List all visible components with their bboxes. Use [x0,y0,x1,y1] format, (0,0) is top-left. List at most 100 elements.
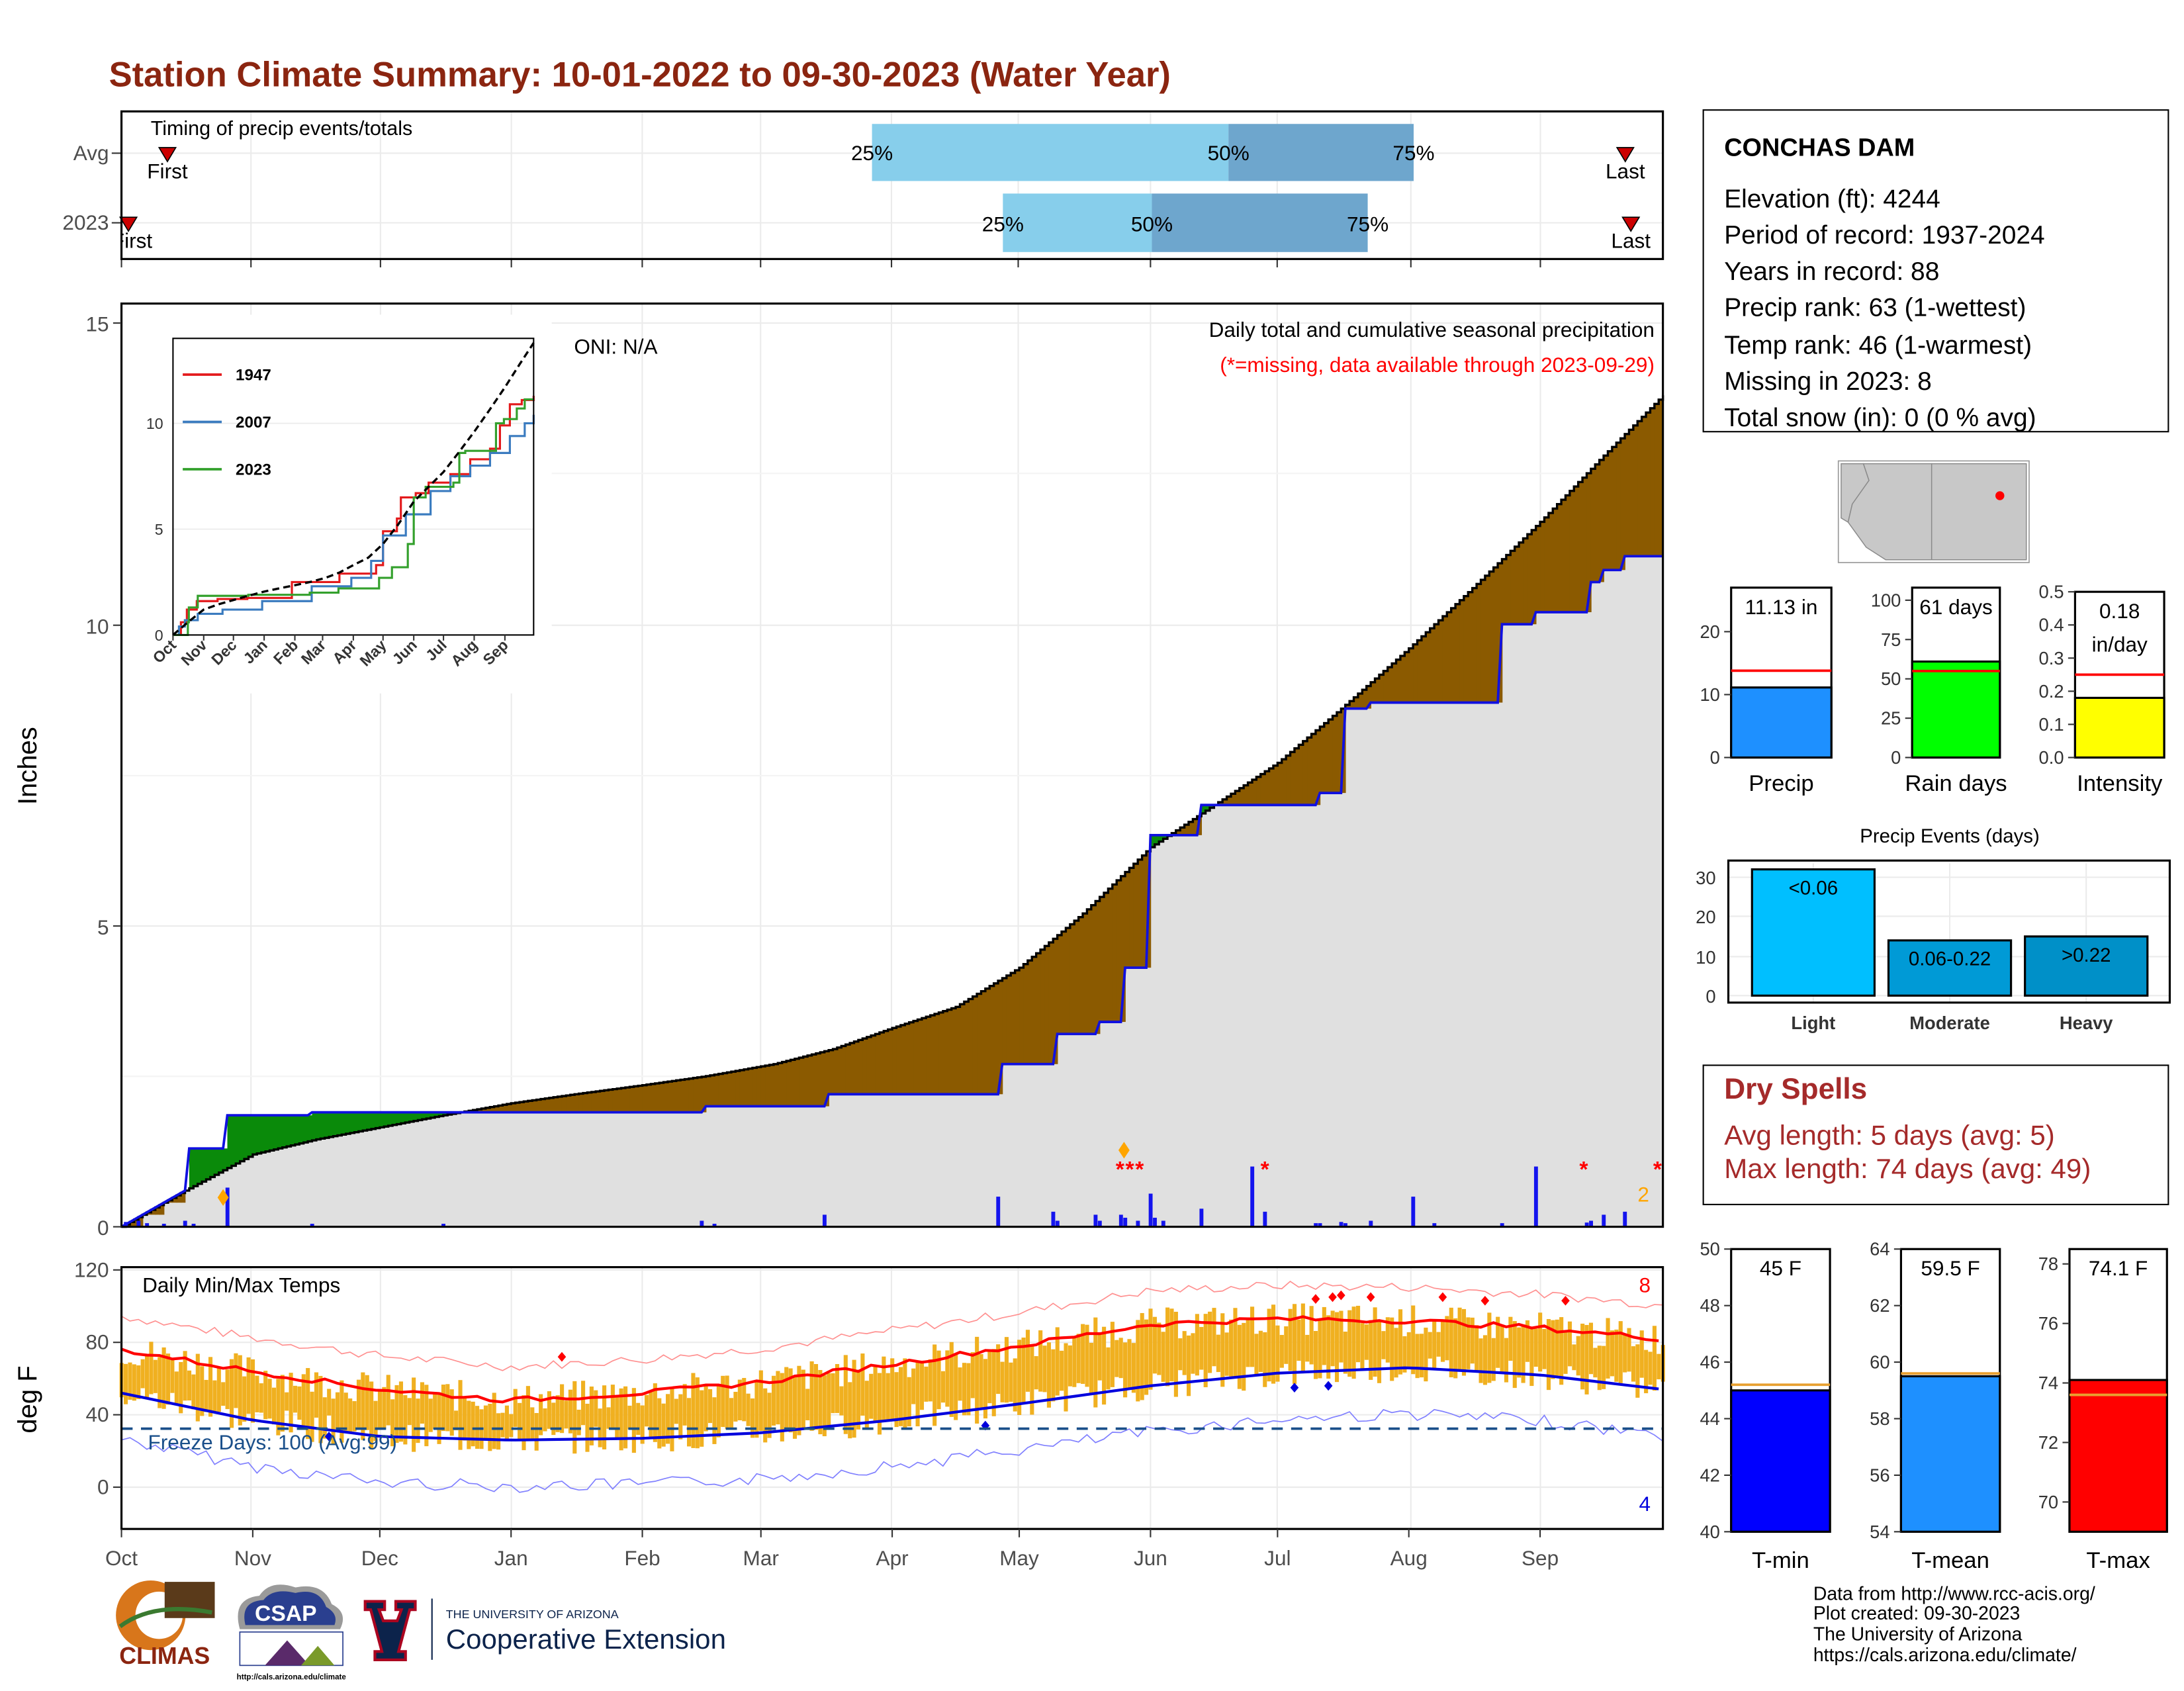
deficit-fill [1040,949,1046,1064]
locator-map [1837,460,2030,563]
daily-temp-bar [1453,1318,1458,1379]
avg-q25-q50-bar [872,124,1229,181]
daily-temp-bar [132,1364,136,1401]
daily-temp-bar [331,1398,336,1445]
surplus-fill [248,1115,253,1157]
daily-temp-bar [306,1368,310,1440]
daily-temp-bar [707,1389,713,1424]
daily-temp-bar [183,1351,187,1401]
daily-temp-bar [1229,1319,1234,1377]
daily-temp-bar [1508,1316,1513,1361]
daily-temp-bar [1263,1332,1267,1387]
daily-temp-bar [1538,1312,1543,1372]
daily-temp-bar [1309,1306,1314,1365]
deficit-fill [884,1030,889,1095]
surplus-fill [295,1115,300,1145]
deficit-fill [1540,522,1545,612]
footer-line-4: https://cals.arizona.edu/climate/ [1813,1645,2077,1666]
deficit-fill [642,1085,647,1113]
daily-temp-bar [449,1389,454,1436]
tmin-bar-chart: 40 42 44 46 48 50 45 F T-min [1700,1239,1831,1573]
daily-temp-bar [1187,1335,1191,1396]
precip-ytick: 0 [1710,747,1720,768]
station-years: Years in record: 88 [1724,257,1939,286]
daily-precip-bar [136,1220,141,1227]
daily-temp-bar [149,1342,154,1394]
deficit-fill [989,985,995,1095]
month-tick-label: Jul [1264,1546,1291,1570]
deficit-fill [947,1009,952,1095]
daily-temp-bar [1373,1307,1377,1377]
daily-temp-bar [1169,1308,1174,1382]
daily-temp-bar [1284,1326,1289,1364]
daily-temp-bar [170,1359,175,1393]
deficit-fill [1315,730,1321,805]
deficit-fill [1142,855,1147,968]
daily-temp-bar [1000,1361,1005,1402]
deficit-fill [866,1036,872,1095]
deficit-fill [659,1083,664,1113]
deficit-fill [1175,830,1181,835]
deficit-fill [1629,430,1634,557]
daily-temp-bar [809,1361,814,1431]
daily-temp-bar [1038,1330,1043,1392]
daily-temp-bar [424,1385,429,1447]
daily-temp-bar [924,1366,929,1402]
daily-temp-bar [666,1394,670,1444]
surplus-fill [443,1112,449,1116]
daily-precip-bar [1623,1211,1627,1227]
deficit-fill [655,1083,660,1113]
deficit-fill [1438,620,1443,703]
daily-temp-bar [1072,1338,1077,1387]
record-low-line [121,1408,1664,1493]
climas-logo: CLIMAS [116,1580,215,1669]
deficit-fill [1048,942,1054,1064]
deficit-fill [934,1013,940,1095]
avg-first-label: First [147,159,188,183]
deficit-fill [1586,473,1592,612]
daily-temp-bar [475,1406,480,1449]
deficit-fill [837,1047,842,1095]
daily-temp-bar [903,1358,907,1430]
surplus-fill [1163,835,1168,839]
deficit-fill [1006,975,1012,1064]
events-bar-label: >0.22 [2062,944,2111,966]
daily-temp-bar [631,1388,636,1453]
station-info-box: CONCHAS DAM Elevation (ft): 4244 Period … [1702,109,2169,433]
surplus-fill [1159,835,1164,842]
precip-plot-area [120,395,1664,1228]
daily-temp-bar [576,1409,581,1436]
daily-temp-bar [1390,1317,1394,1381]
daily-temp-bar [1648,1351,1653,1385]
temp-ytick: 80 [86,1330,109,1354]
footer-credits: Data from http://www.rcc-acis.org/ Plot … [1813,1583,2095,1666]
temp-ytick: 120 [74,1257,109,1281]
tmean-ytick: 60 [1870,1352,1889,1373]
daily-temp-bar [1627,1328,1631,1372]
daily-precip-bar [310,1224,314,1227]
daily-precip-bar [1250,1166,1255,1227]
daily-precip-bar [1602,1214,1606,1227]
daily-precip-bar [1161,1220,1165,1227]
daily-temp-bar [1479,1338,1483,1383]
daily-temp-bar [1297,1319,1301,1361]
deficit-fill [1404,652,1410,703]
daily-temp-bar [737,1379,742,1420]
deficit-fill [1294,748,1300,805]
deficit-fill [1078,917,1083,1034]
tmin-axis-label: T-min [1752,1548,1809,1573]
daily-temp-bar [882,1356,886,1422]
deficit-fill [938,1012,944,1095]
daily-temp-bar [1258,1330,1263,1372]
daily-temp-bar [1618,1321,1623,1383]
daily-temp-bar [1576,1336,1580,1376]
daily-temp-bar [293,1385,298,1413]
tmax-bar-chart: 70 72 74 76 78 74.1 F T-max [2038,1248,2168,1573]
daily-temp-bar [890,1358,895,1419]
deficit-fill [1421,636,1427,703]
daily-temp-bar [873,1365,878,1422]
deficit-fill [972,996,978,1095]
timing-row-avg-label: Avg [73,141,109,165]
deficit-fill [1116,880,1122,1023]
deficit-fill [862,1038,868,1095]
